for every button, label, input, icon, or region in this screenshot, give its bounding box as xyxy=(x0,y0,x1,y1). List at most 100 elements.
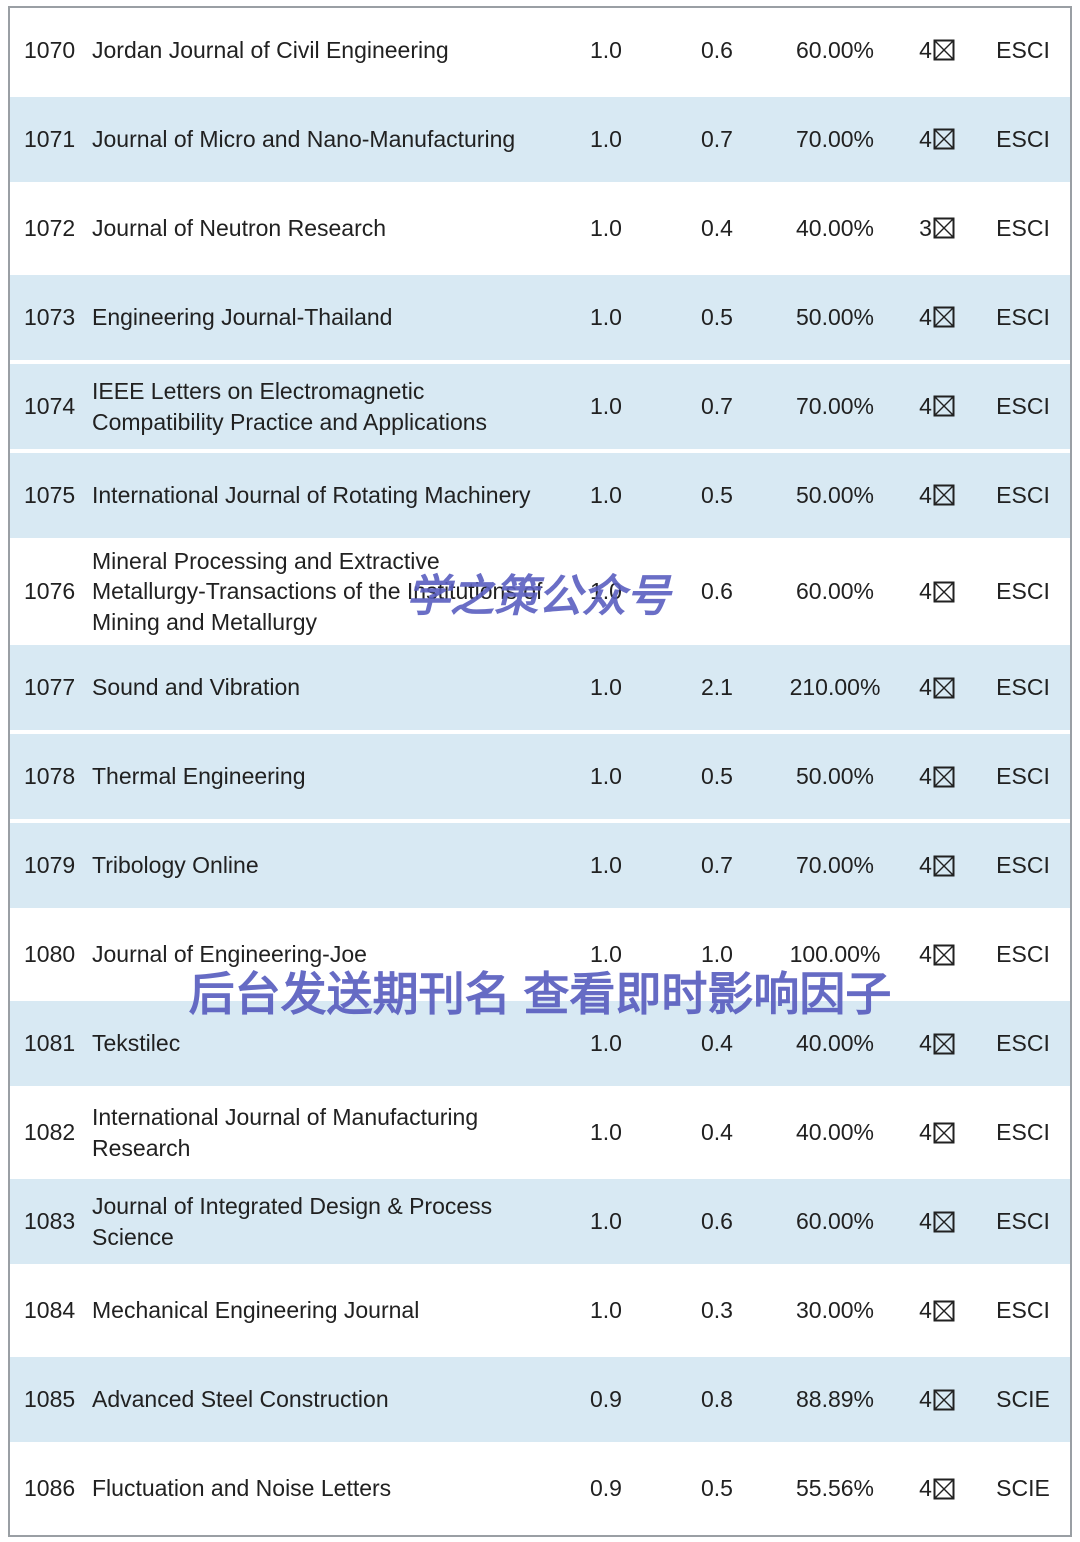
journal-name-cell: IEEE Letters on Electromagnetic Compatib… xyxy=(92,378,488,435)
rank-cell: 1071 xyxy=(24,126,76,153)
cjk-tofu-glyph xyxy=(933,305,955,329)
journal-name-cell: Mineral Processing and Extractive Metall… xyxy=(92,548,543,635)
impact-factor-cell: 1.0 xyxy=(590,1297,622,1324)
rank-cell: 1081 xyxy=(24,1030,76,1057)
table-row: 1072 Journal of Neutron Research 1.0 0.4… xyxy=(10,186,1070,275)
metric-value-cell: 0.7 xyxy=(701,126,733,153)
index-type-cell: ESCI xyxy=(996,1297,1050,1324)
zone-number: 4 xyxy=(919,674,932,701)
zone-cell: 4 xyxy=(898,1291,976,1329)
rank-cell: 1074 xyxy=(24,393,76,420)
zone-cell: 4 xyxy=(898,935,976,973)
index-type-cell: ESCI xyxy=(996,37,1050,64)
zone-cell: 4 xyxy=(898,387,976,425)
impact-factor-cell: 1.0 xyxy=(590,1208,622,1235)
percent-cell: 88.89% xyxy=(795,1386,874,1413)
index-type-cell: ESCI xyxy=(996,1030,1050,1057)
metric-value-cell: 0.6 xyxy=(701,578,733,605)
table-row: 1071 Journal of Micro and Nano-Manufactu… xyxy=(10,97,1070,186)
table-row: 1078 Thermal Engineering 1.0 0.5 50.00% … xyxy=(10,734,1070,824)
table-row: 1077 Sound and Vibration 1.0 2.1 210.00%… xyxy=(10,645,1070,735)
table-row: 1081 Tekstilec 1.0 0.4 40.00% 4 ESCI xyxy=(10,1001,1070,1091)
impact-factor-cell: 1.0 xyxy=(590,215,622,242)
rank-cell: 1079 xyxy=(24,852,76,879)
cjk-tofu-glyph xyxy=(933,854,955,878)
table-row: 1079 Tribology Online 1.0 0.7 70.00% 4 E… xyxy=(10,823,1070,913)
cjk-tofu-glyph xyxy=(933,943,955,967)
table-row: 1075 International Journal of Rotating M… xyxy=(10,453,1070,542)
impact-factor-cell: 1.0 xyxy=(590,482,622,509)
zone-number: 4 xyxy=(919,852,932,879)
journal-name-cell: Jordan Journal of Civil Engineering xyxy=(92,37,449,64)
percent-cell: 40.00% xyxy=(795,215,874,242)
rank-cell: 1080 xyxy=(24,941,76,968)
impact-factor-cell: 1.0 xyxy=(590,578,622,605)
metric-value-cell: 0.7 xyxy=(701,393,733,420)
rank-cell: 1072 xyxy=(24,215,76,242)
cjk-tofu-glyph xyxy=(933,676,955,700)
cjk-tofu-glyph xyxy=(933,1210,955,1234)
metric-value-cell: 0.6 xyxy=(701,1208,733,1235)
zone-cell: 4 xyxy=(898,1380,976,1418)
percent-cell: 210.00% xyxy=(789,674,881,701)
percent-cell: 50.00% xyxy=(795,482,874,509)
cjk-tofu-glyph xyxy=(933,127,955,151)
percent-cell: 70.00% xyxy=(795,852,874,879)
zone-number: 4 xyxy=(919,1030,932,1057)
impact-factor-cell: 0.9 xyxy=(590,1475,622,1502)
journal-name-cell: Journal of Integrated Design & Process S… xyxy=(92,1193,493,1250)
journal-name-cell: Sound and Vibration xyxy=(92,674,301,701)
zone-number: 3 xyxy=(919,215,932,242)
journal-name-cell: Engineering Journal-Thailand xyxy=(92,304,393,331)
rank-cell: 1073 xyxy=(24,304,76,331)
cjk-tofu-glyph xyxy=(933,1299,955,1323)
rank-cell: 1077 xyxy=(24,674,76,701)
index-type-cell: ESCI xyxy=(996,304,1050,331)
journal-table-body: 1070 Jordan Journal of Civil Engineering… xyxy=(10,8,1070,1536)
journal-name-cell: Journal of Engineering-Joe xyxy=(92,941,367,968)
percent-cell: 60.00% xyxy=(795,37,874,64)
table-row: 1074 IEEE Letters on Electromagnetic Com… xyxy=(10,364,1070,453)
cjk-tofu-glyph xyxy=(933,216,955,240)
journal-name-cell: Journal of Micro and Nano-Manufacturing xyxy=(92,126,516,153)
index-type-cell: SCIE xyxy=(996,1386,1050,1413)
zone-cell: 4 xyxy=(898,476,976,514)
zone-number: 4 xyxy=(919,1119,932,1146)
journal-name-cell: International Journal of Manufacturing R… xyxy=(92,1104,479,1161)
journal-name-cell: Tekstilec xyxy=(92,1030,181,1057)
zone-number: 4 xyxy=(919,482,932,509)
metric-value-cell: 2.1 xyxy=(701,674,733,701)
zone-number: 4 xyxy=(919,941,932,968)
metric-value-cell: 0.4 xyxy=(701,215,733,242)
zone-cell: 4 xyxy=(898,120,976,158)
impact-factor-cell: 1.0 xyxy=(590,763,622,790)
rank-cell: 1086 xyxy=(24,1475,76,1502)
cjk-tofu-glyph xyxy=(933,394,955,418)
impact-factor-cell: 1.0 xyxy=(590,37,622,64)
index-type-cell: ESCI xyxy=(996,763,1050,790)
zone-cell: 4 xyxy=(898,846,976,884)
table-row: 1070 Jordan Journal of Civil Engineering… xyxy=(10,8,1070,97)
index-type-cell: SCIE xyxy=(996,1475,1050,1502)
metric-value-cell: 0.4 xyxy=(701,1030,733,1057)
journal-name-cell: Mechanical Engineering Journal xyxy=(92,1297,420,1324)
index-type-cell: ESCI xyxy=(996,482,1050,509)
cjk-tofu-glyph xyxy=(933,1121,955,1145)
index-type-cell: ESCI xyxy=(996,215,1050,242)
cjk-tofu-glyph xyxy=(933,765,955,789)
journal-name-cell: Tribology Online xyxy=(92,852,259,879)
percent-cell: 100.00% xyxy=(789,941,881,968)
rank-cell: 1085 xyxy=(24,1386,76,1413)
zone-number: 4 xyxy=(919,1386,932,1413)
journal-name-cell: Thermal Engineering xyxy=(92,763,306,790)
index-type-cell: ESCI xyxy=(996,1208,1050,1235)
zone-cell: 4 xyxy=(898,1202,976,1240)
table-row: 1084 Mechanical Engineering Journal 1.0 … xyxy=(10,1268,1070,1358)
index-type-cell: ESCI xyxy=(996,393,1050,420)
percent-cell: 40.00% xyxy=(795,1119,874,1146)
zone-number: 4 xyxy=(919,126,932,153)
percent-cell: 55.56% xyxy=(795,1475,874,1502)
rank-cell: 1070 xyxy=(24,37,76,64)
cjk-tofu-glyph xyxy=(933,1032,955,1056)
metric-value-cell: 0.8 xyxy=(701,1386,733,1413)
